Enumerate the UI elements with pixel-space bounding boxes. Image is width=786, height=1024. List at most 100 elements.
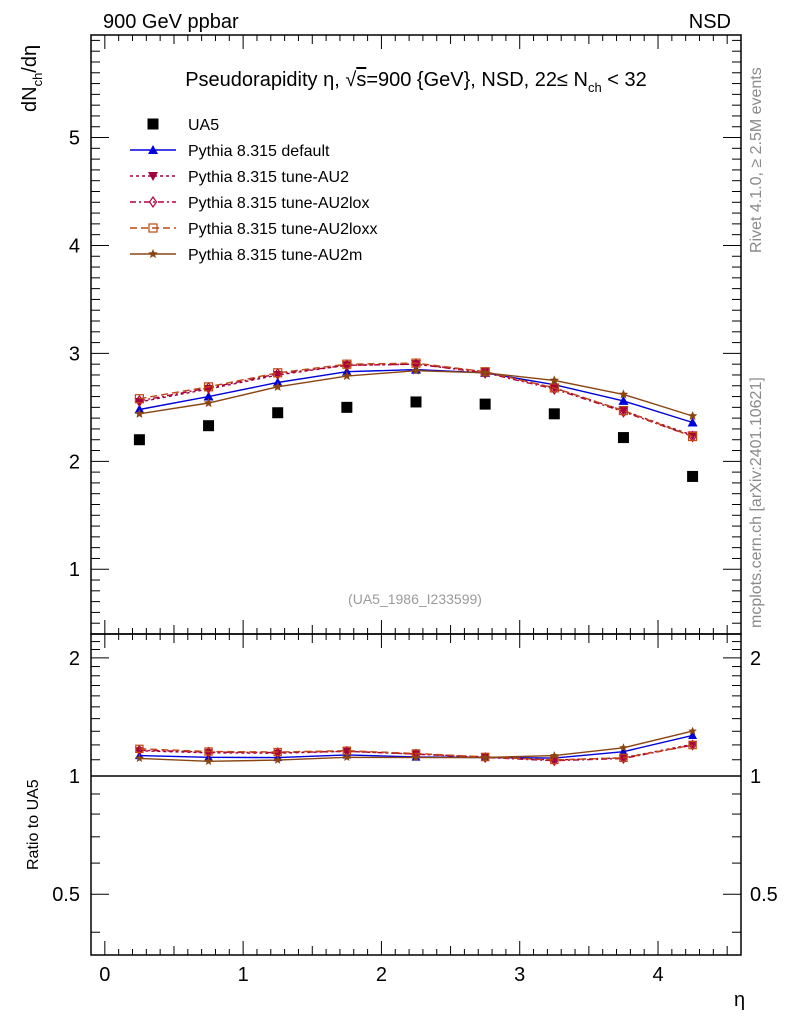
- legend-marker-2: [148, 195, 158, 209]
- series-3-ratio-point: [135, 744, 144, 754]
- ratio-y-tick-label-right: 0.5: [750, 884, 778, 906]
- series-2-line: [139, 363, 693, 438]
- header-left: 900 GeV ppbar: [103, 11, 239, 33]
- legend-marker-3: [148, 223, 158, 233]
- ratio-y-tick-label-right: 1: [750, 766, 761, 788]
- x-tick-label: 4: [652, 964, 663, 986]
- title-sub: ch: [588, 80, 602, 95]
- rivet-label: Rivet 4.1.0, ≥ 2.5M events: [748, 67, 765, 253]
- data-point: [341, 401, 353, 413]
- series-4-point: [342, 371, 352, 381]
- series-4-point: [203, 398, 214, 408]
- series-4-ratio-point: [619, 743, 628, 752]
- series-4-point: [687, 410, 698, 421]
- ylabel-sub: ch: [30, 73, 45, 87]
- ylabel-d2: /dη: [19, 45, 41, 73]
- series-3-ratio-point: [204, 747, 213, 756]
- data-point: [272, 407, 284, 419]
- y-tick-label: 5: [69, 128, 80, 150]
- series-2-point: [550, 382, 559, 396]
- x-tick-label: 3: [514, 964, 525, 986]
- legend-marker-0: [148, 145, 158, 154]
- x-tick-label: 2: [376, 964, 387, 986]
- legend-marker-4: [148, 249, 158, 259]
- legend-marker-1: [148, 172, 158, 181]
- series-4-point: [549, 375, 560, 385]
- title-part-c: < 32: [602, 69, 647, 91]
- legend: UA5 Pythia 8.315 default Pythia 8.315 tune…: [130, 117, 377, 264]
- series-3-ratio-point: [688, 740, 697, 750]
- series-2-ratio-point: [688, 739, 697, 751]
- series-3-point: [134, 394, 145, 404]
- data-point: [133, 434, 145, 446]
- legend-marker-data: [147, 118, 159, 130]
- ratio-y-tick-label: 0.5: [52, 884, 80, 906]
- series-4-ratio-point: [688, 726, 697, 735]
- series-0-ratio-point: [618, 747, 628, 756]
- series-3-point: [273, 368, 283, 378]
- series-3-point: [618, 405, 629, 416]
- legend-label-3: Pythia 8.315 tune-AU2loxx: [188, 221, 377, 238]
- reference-label: (UA5_1986_I233599): [348, 591, 482, 607]
- series-4-point: [411, 365, 421, 375]
- data-point: [548, 408, 560, 420]
- x-tick-label: 0: [99, 964, 110, 986]
- ratio-frame-border: [90, 633, 742, 956]
- legend-label-1: Pythia 8.315 tune-AU2: [188, 169, 349, 186]
- header-right: NSD: [689, 11, 731, 33]
- series-3-point: [549, 383, 559, 393]
- series-4-point: [480, 367, 490, 377]
- series-3-point: [342, 359, 352, 369]
- series-4-ratio-point: [135, 753, 144, 762]
- series-4-ratio-point: [411, 753, 421, 762]
- series-0-line: [139, 368, 693, 424]
- data-point: [687, 470, 699, 482]
- y-axis-title: dNch/dη: [19, 45, 45, 112]
- series-4-point: [134, 408, 145, 418]
- series-0-ratio-point: [688, 730, 698, 740]
- series-3-point: [203, 382, 214, 392]
- ratio-plot-frame: 0 1 2 3 4 0.5 0.5 1 1 2 2: [52, 633, 778, 986]
- series-0-point: [618, 395, 629, 405]
- series-4-ratio-point: [480, 753, 490, 762]
- title-part-a: Pseudorapidity η,: [185, 69, 345, 91]
- legend-label-data: UA5: [188, 117, 219, 134]
- legend-label-2: Pythia 8.315 tune-AU2lox: [188, 195, 369, 212]
- series-0-point: [203, 391, 214, 401]
- x-tick-label: 1: [238, 964, 249, 986]
- series-1-ratio-point: [688, 740, 698, 749]
- series-2-ratio-point: [550, 755, 559, 767]
- ratio-y-tick-label-right: 2: [750, 648, 761, 670]
- series-2-point: [135, 394, 144, 407]
- series-3-point: [687, 431, 698, 442]
- series-4-ratio-point: [273, 755, 282, 764]
- y-tick-label: 1: [69, 559, 80, 581]
- mcplots-label: mcplots.cern.ch [arXiv:2401.10621]: [748, 377, 765, 628]
- series-2-point: [688, 430, 697, 443]
- series-4-ratio-point: [342, 752, 352, 761]
- series-4-point: [272, 381, 283, 391]
- title-s: s: [356, 69, 366, 91]
- series-4-ratio-point: [550, 751, 559, 760]
- y-tick-label: 3: [69, 343, 80, 365]
- series-3-line: [139, 362, 693, 438]
- ratio-y-tick-label: 1: [69, 766, 80, 788]
- x-axis-title: η: [734, 989, 745, 1011]
- series-4-point: [618, 389, 629, 399]
- main-plot-frame: 1 2 3 4 5: [69, 34, 742, 635]
- data-point: [479, 398, 491, 410]
- data-point: [617, 432, 629, 444]
- series-4-ratio-point: [204, 756, 213, 765]
- series-layer: [133, 358, 699, 767]
- ratio-y-tick-label: 2: [69, 648, 80, 670]
- series-0-point: [687, 417, 698, 427]
- y-tick-label: 4: [69, 235, 80, 257]
- ratio-y-axis-title: Ratio to UA5: [25, 779, 42, 870]
- data-point: [410, 396, 422, 408]
- chart-title: Pseudorapidity η, √s=900 {GeV}, NSD, 22≤…: [185, 69, 647, 95]
- legend-label-0: Pythia 8.315 default: [188, 143, 330, 160]
- series-3-ratio-point: [619, 753, 628, 763]
- y-tick-label: 2: [69, 451, 80, 473]
